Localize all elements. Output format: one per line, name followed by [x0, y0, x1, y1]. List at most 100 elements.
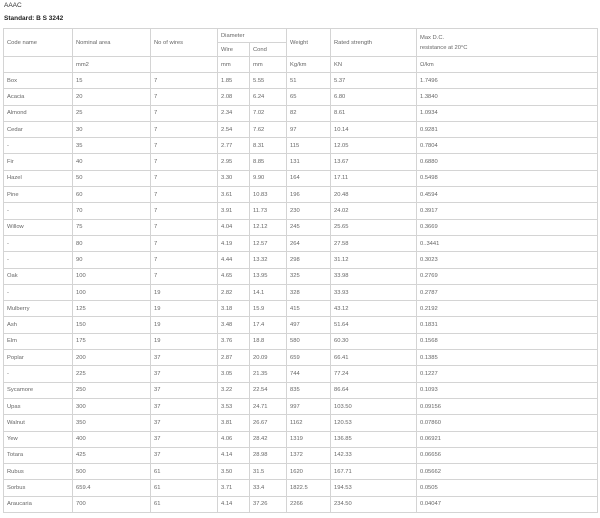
cell-no-of-wires: 7 — [150, 267, 218, 285]
cell-rated-strength: 51.64 — [330, 316, 417, 334]
header-row: Code name Nominal area No of wires Diame… — [3, 28, 598, 57]
cell-rated-strength: 24.02 — [330, 202, 417, 220]
header-max-dc-line2: resistance at 20°C — [420, 44, 468, 51]
table-row: Rubus 500 61 3.50 31.5 1620 167.71 0.05662 — [3, 463, 598, 481]
header-no-of-wires: No of wires — [150, 28, 218, 57]
cell-weight: 1620 — [286, 463, 331, 481]
cell-rated-strength: 31.12 — [330, 251, 417, 269]
cell-weight: 131 — [286, 153, 331, 171]
cell-code-name: - — [3, 365, 73, 383]
cell-max-dc-resistance: 0.06921 — [416, 430, 598, 448]
cell-wire-diameter: 3.50 — [217, 463, 250, 481]
unit-cell: mm2 — [72, 56, 151, 73]
cell-wire-diameter: 3.48 — [217, 316, 250, 334]
cell-max-dc-resistance: 0.1093 — [416, 381, 598, 399]
unit-cell: Ω/km — [416, 56, 598, 73]
cell-no-of-wires: 37 — [150, 446, 218, 465]
standard-label: Standard: B S 3242 — [4, 15, 64, 22]
cell-nominal-area: 75 — [72, 218, 151, 236]
cell-weight: 2266 — [286, 495, 331, 514]
cell-wire-diameter: 1.85 — [217, 71, 250, 90]
cell-no-of-wires: 7 — [150, 234, 218, 253]
table-row: Sycamore 250 37 3.22 22.54 835 86.64 0.1093 — [3, 381, 598, 399]
cell-weight: 245 — [286, 218, 331, 236]
cell-no-of-wires: 37 — [150, 381, 218, 399]
cell-no-of-wires: 7 — [150, 218, 218, 236]
cell-max-dc-resistance: 0.4594 — [416, 186, 598, 204]
cell-nominal-area: 425 — [72, 446, 151, 465]
cell-rated-strength: 8.61 — [330, 104, 417, 122]
cell-weight: 744 — [286, 365, 331, 383]
cell-nominal-area: 150 — [72, 316, 151, 334]
cell-wire-diameter: 2.77 — [217, 137, 250, 155]
cell-nominal-area: 200 — [72, 349, 151, 367]
cell-nominal-area: 659.4 — [72, 479, 151, 497]
cell-rated-strength: 33.98 — [330, 267, 417, 285]
table-row: Hazel 50 7 3.30 9.90 164 17.11 0.5498 — [3, 169, 598, 188]
cell-cond-diameter: 28.98 — [249, 446, 287, 465]
table-row: Araucaria 700 61 4.14 37.26 2266 234.50 0.04047 — [3, 495, 598, 514]
table-row: -225 37 3.05 21.35 744 77.24 0.1227 — [3, 365, 598, 383]
cell-code-name: Willow — [3, 218, 73, 236]
cell-cond-diameter: 28.42 — [249, 430, 287, 448]
cell-wire-diameter: 4.44 — [217, 251, 250, 269]
cell-wire-diameter: 3.61 — [217, 186, 250, 204]
cell-cond-diameter: 18.8 — [249, 332, 287, 351]
cell-max-dc-resistance: 0.07860 — [416, 414, 598, 432]
cell-nominal-area: 400 — [72, 430, 151, 448]
cell-max-dc-resistance: 0.7804 — [416, 137, 598, 155]
cell-rated-strength: 6.80 — [330, 88, 417, 106]
cell-cond-diameter: 5.55 — [249, 71, 287, 90]
header-max-dc-resistance: Max D.C. resistance at 20°C — [416, 28, 598, 57]
cell-cond-diameter: 15.9 — [249, 300, 287, 318]
table-row: -35 7 2.77 8.31 115 12.05 0.7804 — [3, 137, 598, 155]
cell-code-name: Sycamore — [3, 381, 73, 399]
cell-code-name: Upas — [3, 397, 73, 416]
cell-code-name: Yew — [3, 430, 73, 448]
cell-no-of-wires: 7 — [150, 169, 218, 188]
cell-rated-strength: 120.53 — [330, 414, 417, 432]
cell-nominal-area: 15 — [72, 71, 151, 90]
unit-cell: Kg/km — [286, 56, 331, 73]
table-row: Willow 75 7 4.04 12.12 245 25.65 0.3669 — [3, 218, 598, 236]
cell-nominal-area: 250 — [72, 381, 151, 399]
cell-nominal-area: 40 — [72, 153, 151, 171]
cell-max-dc-resistance: 0.04047 — [416, 495, 598, 514]
cell-wire-diameter: 3.22 — [217, 381, 250, 399]
cell-no-of-wires: 37 — [150, 414, 218, 432]
cell-rated-strength: 77.24 — [330, 365, 417, 383]
cell-cond-diameter: 20.09 — [249, 349, 287, 367]
table-row: -70 7 3.91 11.73 230 24.02 0.3917 — [3, 202, 598, 220]
cell-nominal-area: 80 — [72, 234, 151, 253]
table-row: -100 19 2.82 14.1 328 33.93 0.2787 — [3, 283, 598, 302]
cell-max-dc-resistance: 0.6880 — [416, 153, 598, 171]
cell-rated-strength: 25.65 — [330, 218, 417, 236]
cell-rated-strength: 10.14 — [330, 120, 417, 139]
table-row: Totara 425 37 4.14 28.98 1372 142.33 0.06656 — [3, 446, 598, 465]
cell-weight: 328 — [286, 283, 331, 302]
cell-max-dc-resistance: 0.3023 — [416, 251, 598, 269]
header-max-dc-line1: Max D.C. — [420, 34, 445, 41]
cell-code-name: - — [3, 202, 73, 220]
cell-wire-diameter: 4.65 — [217, 267, 250, 285]
cell-wire-diameter: 2.95 — [217, 153, 250, 171]
table-row: -90 7 4.44 13.32 298 31.12 0.3023 — [3, 251, 598, 269]
cell-code-name: Acacia — [3, 88, 73, 106]
cell-weight: 1162 — [286, 414, 331, 432]
cell-weight: 82 — [286, 104, 331, 122]
cell-max-dc-resistance: 1.7496 — [416, 71, 598, 90]
cell-nominal-area: 350 — [72, 414, 151, 432]
cell-code-name: Fir — [3, 153, 73, 171]
cell-max-dc-resistance: 0.2192 — [416, 300, 598, 318]
header-weight: Weight — [286, 28, 331, 57]
cell-weight: 497 — [286, 316, 331, 334]
cell-rated-strength: 20.48 — [330, 186, 417, 204]
cell-code-name: Pine — [3, 186, 73, 204]
cell-nominal-area: 500 — [72, 463, 151, 481]
cell-no-of-wires: 7 — [150, 137, 218, 155]
cell-nominal-area: 50 — [72, 169, 151, 188]
cell-cond-diameter: 12.57 — [249, 234, 287, 253]
cell-weight: 997 — [286, 397, 331, 416]
cell-cond-diameter: 14.1 — [249, 283, 287, 302]
cell-cond-diameter: 22.54 — [249, 381, 287, 399]
